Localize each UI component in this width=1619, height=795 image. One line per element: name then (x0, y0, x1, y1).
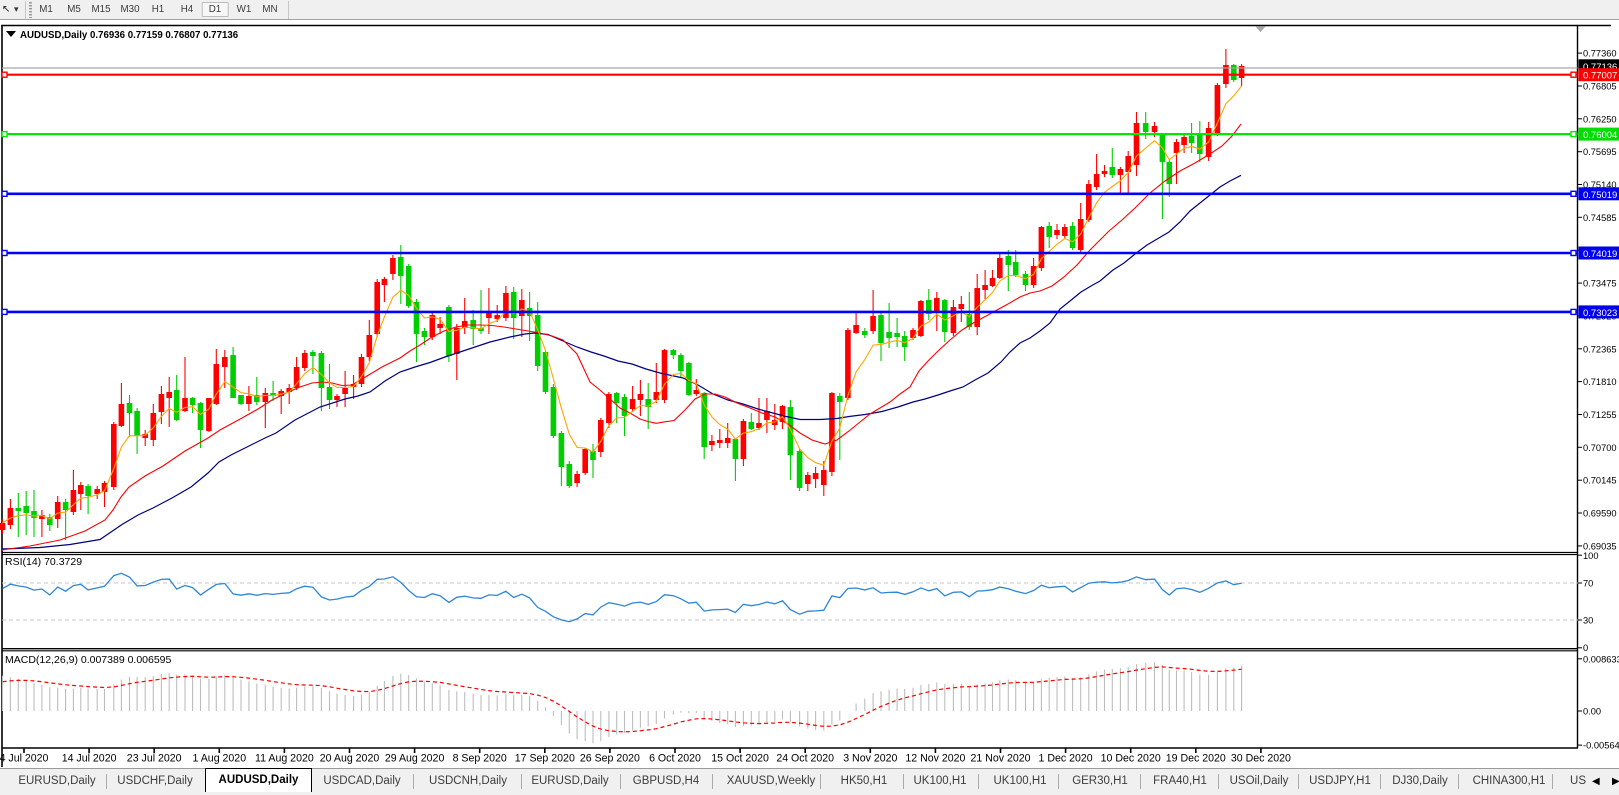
svg-text:0.00: 0.00 (1583, 707, 1601, 717)
svg-text:0.69590: 0.69590 (1583, 509, 1617, 519)
svg-text:0.76250: 0.76250 (1583, 114, 1617, 124)
svg-text:1 Aug 2020: 1 Aug 2020 (192, 753, 246, 765)
svg-text:AUDUSD,Daily 0.76936 0.77159: AUDUSD,Daily 0.76936 0.77159 0.76807 0.7… (20, 30, 239, 41)
svg-text:0.73475: 0.73475 (1583, 279, 1617, 289)
svg-text:0.70700: 0.70700 (1583, 443, 1617, 453)
svg-text:100: 100 (1583, 551, 1599, 561)
svg-text:0.73023: 0.73023 (1583, 308, 1617, 319)
svg-text:3 Nov 2020: 3 Nov 2020 (843, 753, 897, 765)
svg-text:0.76805: 0.76805 (1583, 82, 1617, 92)
svg-text:10 Dec 2020: 10 Dec 2020 (1101, 753, 1161, 765)
svg-text:12 Nov 2020: 12 Nov 2020 (905, 753, 965, 765)
svg-text:11 Aug 2020: 11 Aug 2020 (255, 753, 314, 765)
svg-text:6 Oct 2020: 6 Oct 2020 (649, 753, 701, 765)
svg-text:30 Dec 2020: 30 Dec 2020 (1231, 753, 1291, 765)
svg-text:0.69035: 0.69035 (1583, 541, 1617, 551)
svg-text:1 Dec 2020: 1 Dec 2020 (1039, 753, 1093, 765)
svg-text:20 Aug 2020: 20 Aug 2020 (320, 753, 380, 765)
svg-text:0.77007: 0.77007 (1583, 71, 1617, 82)
svg-text:MACD(12,26,9) 0.007389 0.00659: MACD(12,26,9) 0.007389 0.006595 (5, 654, 172, 666)
svg-text:0.77136: 0.77136 (1583, 62, 1617, 73)
svg-text:19 Dec 2020: 19 Dec 2020 (1166, 753, 1226, 765)
svg-text:70: 70 (1583, 579, 1593, 589)
svg-text:24 Oct 2020: 24 Oct 2020 (776, 753, 834, 765)
svg-text:0.70145: 0.70145 (1583, 476, 1617, 486)
svg-text:29 Aug 2020: 29 Aug 2020 (385, 753, 445, 765)
svg-text:14 Jul 2020: 14 Jul 2020 (62, 753, 117, 765)
svg-text:17 Sep 2020: 17 Sep 2020 (515, 753, 575, 765)
svg-text:0.74585: 0.74585 (1583, 213, 1617, 223)
svg-text:0.75695: 0.75695 (1583, 147, 1617, 157)
svg-text:0: 0 (1583, 643, 1588, 653)
svg-text:0.72365: 0.72365 (1583, 344, 1617, 354)
svg-text:4 Jul 2020: 4 Jul 2020 (0, 753, 49, 765)
svg-text:30: 30 (1583, 616, 1593, 626)
svg-text:0.71810: 0.71810 (1583, 377, 1617, 387)
svg-text:RSI(14) 70.3729: RSI(14) 70.3729 (5, 556, 82, 568)
svg-text:0.75019: 0.75019 (1583, 190, 1617, 201)
svg-text:0.77360: 0.77360 (1583, 49, 1617, 59)
svg-text:21 Nov 2020: 21 Nov 2020 (970, 753, 1030, 765)
svg-text:15 Oct 2020: 15 Oct 2020 (711, 753, 769, 765)
svg-text:0.71255: 0.71255 (1583, 410, 1617, 420)
svg-text:0.75140: 0.75140 (1583, 180, 1617, 190)
svg-text:0.76004: 0.76004 (1583, 130, 1617, 141)
svg-text:-0.005641: -0.005641 (1583, 741, 1619, 751)
svg-text:8 Sep 2020: 8 Sep 2020 (453, 753, 507, 765)
svg-text:26 Sep 2020: 26 Sep 2020 (580, 753, 640, 765)
svg-text:23 Jul 2020: 23 Jul 2020 (127, 753, 182, 765)
svg-text:0.008633: 0.008633 (1583, 654, 1619, 664)
svg-text:0.74019: 0.74019 (1583, 249, 1617, 260)
